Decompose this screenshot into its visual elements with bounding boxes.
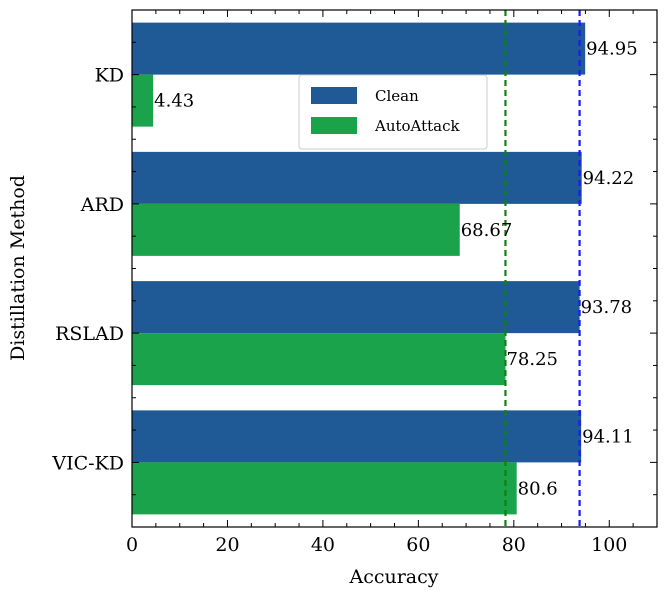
y-tick-label-ard: ARD <box>80 194 124 216</box>
bar-vic-kd-clean <box>132 410 582 463</box>
data-label-ard-clean: 94.22 <box>583 168 635 189</box>
y-tick-label-rslad: RSLAD <box>55 323 124 345</box>
data-labels: 94.95 4.43 94.22 68.67 93.78 78.25 94.11 80.6 <box>154 39 638 500</box>
legend-swatch-autoattack <box>311 117 357 134</box>
bar-kd-clean <box>132 22 586 75</box>
bar-ard-clean <box>132 151 582 204</box>
data-label-kd-autoattack: 4.43 <box>154 91 194 112</box>
x-tick-label-40: 40 <box>311 534 335 556</box>
x-axis-label: Accuracy <box>348 566 438 588</box>
data-label-vic-kd-autoattack: 80.6 <box>518 478 558 499</box>
bar-rslad-clean <box>132 281 580 334</box>
y-tick-label-vic-kd: VIC-KD <box>51 452 124 474</box>
legend: Clean AutoAttack <box>298 74 488 150</box>
data-label-ard-autoattack: 68.67 <box>461 220 513 241</box>
axes: 0 20 40 60 80 100 KD ARD RSLAD VIC-KD <box>51 9 658 556</box>
legend-label-clean: Clean <box>375 87 419 105</box>
y-tick-label-kd: KD <box>95 65 124 87</box>
x-tick-label-80: 80 <box>502 534 526 556</box>
x-tick-label-100: 100 <box>591 534 627 556</box>
data-label-rslad-clean: 93.78 <box>581 297 633 318</box>
data-label-rslad-autoattack: 78.25 <box>506 349 558 370</box>
x-tick-label-60: 60 <box>406 534 430 556</box>
legend-label-autoattack: AutoAttack <box>374 117 461 135</box>
legend-swatch-clean <box>311 87 357 104</box>
x-tick-label-0: 0 <box>126 534 138 556</box>
bar-rslad-autoattack <box>132 333 506 386</box>
bar-ard-autoattack <box>132 203 460 256</box>
reference-lines <box>504 10 581 527</box>
bar-kd-autoattack <box>132 74 154 127</box>
y-axis-label: Distillation Method <box>7 175 29 361</box>
bar-vic-kd-autoattack <box>132 462 517 515</box>
x-tick-label-20: 20 <box>215 534 239 556</box>
data-label-kd-clean: 94.95 <box>586 39 638 60</box>
data-label-vic-kd-clean: 94.11 <box>582 426 634 447</box>
